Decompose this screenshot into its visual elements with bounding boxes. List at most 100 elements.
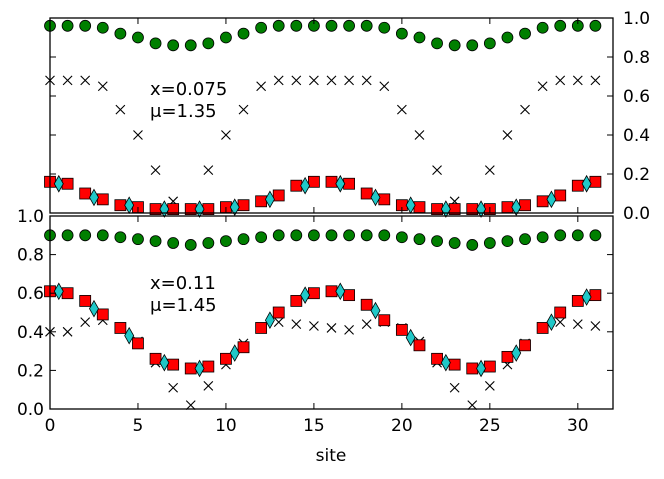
top-y-tick-label-1: 0.2 [623,165,650,185]
top-green-circle-point-20 [395,27,408,40]
bottom-black-cross-point-25 [484,380,495,391]
top-red-square-point-2 [79,187,92,200]
bottom-black-cross-point-14 [291,319,302,329]
bottom-y-tick-label-0: 0.0 [17,400,44,420]
bottom-black-cross-point-1 [62,326,73,337]
bottom-green-circle-point-18 [360,229,373,242]
bottom-red-square-point-19 [378,314,391,327]
bottom-black-cross-point-18 [361,319,372,329]
top-green-circle-point-4 [114,27,127,40]
bottom-green-circle-point-23 [448,237,461,249]
top-black-cross-point-29 [555,75,566,86]
top-red-square-point-30 [571,179,584,192]
top-black-cross-point-30 [572,75,583,86]
top-black-cross-point-26 [502,130,513,140]
bottom-black-cross-point-16 [326,323,337,333]
bottom-cyan-diamond-point-9 [370,301,381,320]
top-black-cross-point-22 [432,165,442,175]
bottom-green-circle-point-5 [132,233,144,246]
bottom-red-square-point-12 [255,322,268,334]
bottom-red-square-point-21 [413,339,426,352]
bottom-annotation-x: x=0.11 [150,273,216,294]
top-black-cross-point-18 [361,75,372,86]
top-red-square-point-16 [325,175,338,188]
top-cyan-diamond-point-5 [229,198,240,216]
bottom-cyan-diamond-point-12 [476,359,487,378]
top-y-tick-label-3: 0.6 [623,87,650,107]
bottom-black-cross-point-2 [80,317,91,328]
bottom-green-circle-point-10 [220,235,232,247]
bottom-black-cross-point-29 [555,317,566,328]
bottom-red-square-point-4 [114,322,127,334]
top-red-square-point-19 [378,193,391,206]
top-black-cross-point-14 [291,75,302,86]
top-annotation-mu: μ=1.35 [150,101,217,122]
bottom-x-tick-label-4: 20 [391,416,413,436]
top-black-cross-point-20 [396,104,407,115]
bottom-red-square-point-20 [395,323,408,336]
top-y-tick-label-5: 1.0 [623,9,650,29]
top-green-circle-point-26 [501,31,514,44]
top-red-square-point-27 [519,199,531,212]
bottom-x-tick-label-0: 0 [45,416,56,436]
bottom-red-square-point-26 [501,350,514,363]
top-cyan-diamond-point-7 [300,176,311,195]
bottom-green-circle-point-21 [413,233,426,246]
top-green-circle-point-2 [79,19,92,32]
top-red-square-point-11 [237,199,250,212]
top-red-square-point-18 [360,187,373,200]
top-green-circle-point-5 [132,31,144,44]
bottom-green-circle-point-26 [501,235,514,247]
top-cyan-diamond-point-9 [370,188,381,207]
top-black-cross-point-19 [379,81,390,92]
top-cyan-diamond-point-14 [546,190,557,209]
bottom-red-square-point-23 [448,358,461,371]
top-panel-frame [49,17,614,214]
top-black-cross-point-31 [590,75,601,86]
bottom-green-circle-point-30 [571,229,584,242]
top-green-circle-point-14 [290,19,303,32]
bottom-x-tick-label-2: 10 [215,416,237,436]
top-cyan-diamond-point-13 [511,198,522,216]
top-red-square-point-31 [589,175,602,188]
bottom-cyan-diamond-point-7 [300,286,311,304]
top-black-cross-point-28 [537,81,548,92]
top-black-cross-point-27 [520,104,530,115]
top-green-circle-point-31 [589,19,602,32]
bottom-green-circle-point-11 [237,233,250,246]
bottom-red-square-point-15 [308,287,320,300]
top-cyan-diamond-point-8 [335,174,346,193]
bottom-y-tick-label-4: 0.8 [17,246,44,266]
bottom-red-square-point-9 [202,360,215,373]
bottom-cyan-diamond-point-0 [53,282,64,301]
top-black-cross-point-1 [62,75,73,86]
top-green-circle-point-28 [536,21,549,34]
bottom-green-circle-point-4 [114,231,127,244]
bottom-cyan-diamond-point-11 [440,353,451,372]
bottom-red-square-point-30 [571,295,584,307]
bottom-green-circle-point-17 [343,229,355,242]
bottom-red-square-point-28 [536,322,549,334]
top-green-circle-point-16 [325,19,338,32]
top-black-cross-point-6 [150,165,161,175]
bottom-green-circle-point-29 [554,229,567,242]
bottom-cyan-diamond-point-13 [511,344,522,362]
top-green-circle-point-11 [237,27,250,40]
top-green-circle-point-25 [483,37,496,50]
top-cyan-diamond-point-0 [53,174,64,193]
top-green-circle-point-19 [378,21,391,34]
top-black-cross-point-16 [326,75,337,86]
bottom-black-cross-point-9 [203,380,214,391]
top-red-square-point-29 [554,189,567,202]
bottom-cyan-diamond-point-2 [124,326,135,345]
top-panel-ticks: 0.0 0.2 0.4 0.6 0.8 1.0 [49,9,650,224]
bottom-green-circle-point-7 [167,237,180,249]
bottom-red-square-point-7 [167,358,180,371]
top-green-circle-point-22 [431,37,443,50]
bottom-cyan-diamond-point-3 [159,353,170,372]
bottom-red-square-point-18 [360,298,373,311]
bottom-green-circle-point-2 [79,229,92,242]
top-black-cross-point-21 [414,130,425,140]
bottom-red-square-point-10 [220,352,232,365]
bottom-black-cross-point-23 [449,382,460,393]
